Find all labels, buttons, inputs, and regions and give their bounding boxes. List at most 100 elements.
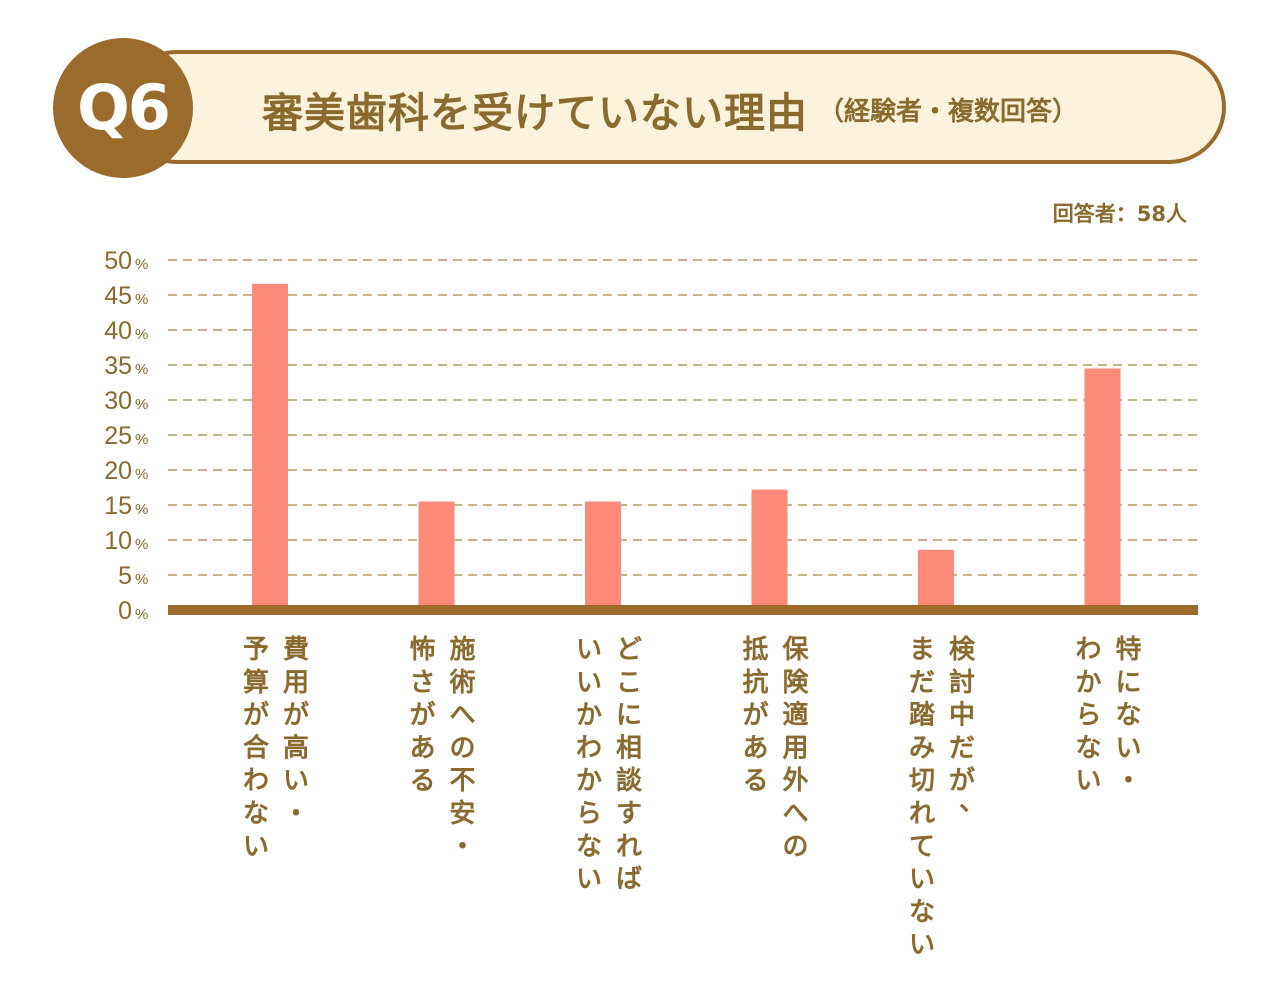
category-label-char: す	[616, 799, 642, 829]
category-label-char: な	[1075, 733, 1101, 763]
category-label-char: い	[909, 865, 935, 895]
question-badge: Q6	[53, 38, 193, 178]
category-label-char: の	[782, 832, 808, 862]
category-label-char: い	[1115, 733, 1141, 763]
category-label-char: 怖	[409, 634, 435, 665]
y-tick-unit: %	[135, 291, 148, 308]
category-label-char: ま	[909, 635, 935, 665]
category-label-char: 費	[283, 635, 309, 665]
category-label-char: 高	[283, 732, 309, 763]
y-tick-label: 35	[104, 352, 132, 380]
bar	[585, 501, 621, 610]
category-label-char: か	[576, 766, 602, 796]
category-label-char: い	[283, 766, 309, 796]
category-label-char: 安	[449, 799, 475, 829]
category-label-char: ら	[1075, 701, 1101, 731]
category-label-char: ・	[449, 832, 475, 862]
category-label-char: が	[283, 700, 309, 731]
category-label-char: こ	[616, 668, 642, 698]
category-label-char: が	[949, 765, 975, 796]
y-tick-label: 20	[104, 457, 132, 485]
category-label-char: 切	[909, 766, 935, 796]
y-tick-unit: %	[135, 256, 148, 273]
category-label-char: 険	[782, 667, 809, 698]
category-label-char: 特	[1115, 634, 1141, 665]
category-label-char: な	[576, 832, 602, 862]
category-label-char: あ	[742, 733, 768, 763]
category-label-char: さ	[409, 668, 435, 698]
category-label-char: い	[909, 930, 935, 960]
category-label-char: に	[616, 701, 642, 731]
category-label-char: れ	[909, 799, 935, 829]
bars	[252, 283, 1121, 610]
category-label-char: い	[1075, 766, 1101, 796]
category-label-char: い	[576, 865, 602, 895]
category-label-char: 適	[782, 700, 808, 731]
category-label-char: 用	[283, 668, 309, 698]
x-axis	[168, 605, 1198, 615]
y-tick-unit: %	[135, 606, 148, 623]
y-tick-label: 45	[104, 282, 132, 310]
grid-lines	[168, 259, 1198, 576]
category-label-char: 抗	[742, 667, 768, 698]
category-label-char: み	[909, 733, 935, 763]
category-label-char: わ	[1075, 635, 1101, 665]
bar	[418, 501, 455, 610]
y-tick-unit: %	[135, 361, 148, 378]
question-number: Q6	[77, 71, 171, 144]
category-label-char: わ	[576, 733, 602, 763]
category-label-char: わ	[243, 766, 269, 796]
category-label-char: い	[243, 832, 269, 862]
x-axis-line	[168, 605, 1198, 615]
category-label-char: ・	[283, 799, 309, 829]
category-label-char: 用	[782, 733, 808, 763]
category-label-char: か	[1075, 668, 1101, 698]
y-tick-label: 30	[104, 387, 132, 415]
category-label-char: 不	[449, 766, 475, 796]
bar	[751, 489, 788, 610]
y-tick-unit: %	[135, 396, 148, 413]
y-tick-label: 0	[118, 597, 132, 625]
category-label-char: な	[1115, 701, 1141, 731]
category-label-char: が	[243, 700, 269, 731]
category-label-char: 施	[449, 634, 475, 665]
category-label-char: 中	[949, 701, 975, 731]
category-label-char: て	[909, 832, 935, 862]
bar	[252, 283, 288, 610]
category-label-char: 検	[949, 635, 976, 665]
category-label-char: い	[576, 635, 602, 665]
category-label-char: へ	[782, 799, 808, 829]
respondent-count: 回答者：58人	[1052, 202, 1187, 226]
category-label-char: ば	[616, 865, 642, 895]
y-tick-unit: %	[135, 571, 148, 588]
y-tick-label: 10	[104, 527, 132, 555]
category-label-char: ら	[576, 799, 602, 829]
category-label-char: る	[409, 766, 435, 796]
y-tick-unit: %	[135, 466, 148, 483]
y-tick-unit: %	[135, 501, 148, 518]
y-tick-label: 50	[104, 247, 132, 275]
category-label-char: 外	[782, 766, 808, 796]
category-label-char: が	[742, 700, 768, 731]
category-label-char: れ	[616, 832, 642, 862]
title-group: 審美歯科を受けていない理由 （経験者・複数回答）	[262, 84, 1078, 137]
category-label-char: 相	[616, 733, 642, 763]
category-labels: 費用が高い・予算が合わない施術への不安・怖さがあるどこに相談すればいいかわからな…	[243, 634, 1142, 960]
y-tick-label: 40	[104, 317, 132, 345]
category-label-char: だ	[949, 733, 975, 763]
category-label-char: 術	[448, 668, 475, 698]
bar	[918, 549, 954, 610]
category-label-char: あ	[409, 733, 435, 763]
category-label-char: る	[742, 766, 768, 796]
header-banner	[120, 50, 1226, 164]
category-label-char: 談	[616, 765, 643, 796]
category-label-char: な	[243, 799, 269, 829]
bar	[1084, 368, 1121, 610]
category-label-char: に	[1115, 668, 1141, 698]
category-label-char: 算	[243, 667, 269, 698]
